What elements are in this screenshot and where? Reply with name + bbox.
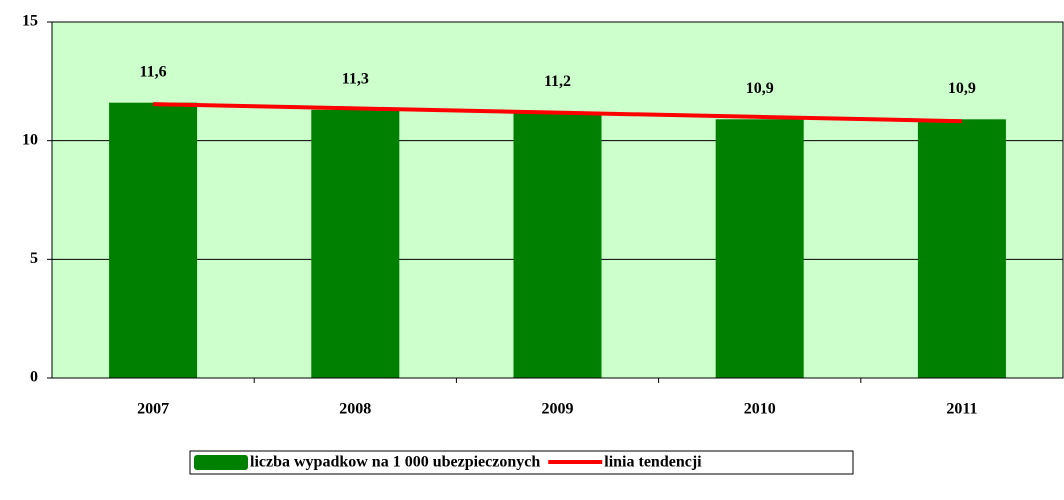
data-label: 10,9 — [746, 80, 774, 97]
trend-line — [153, 102, 962, 124]
x-tick-label: 2010 — [744, 401, 776, 418]
data-label: 11,3 — [342, 70, 369, 87]
x-tick-label: 2008 — [339, 401, 371, 418]
x-tick-label: 2011 — [946, 401, 977, 418]
bar — [715, 119, 804, 378]
data-label: 11,6 — [140, 63, 167, 80]
x-tick-label: 2009 — [542, 401, 574, 418]
y-tick-label: 15 — [22, 13, 38, 30]
legend-box — [189, 450, 854, 475]
y-tick-label: 0 — [30, 369, 38, 386]
data-label: 10,9 — [948, 80, 976, 97]
bar — [109, 102, 198, 379]
bar — [311, 109, 400, 379]
legend-label: linia tendencji — [604, 454, 702, 471]
legend-swatch — [194, 455, 248, 470]
bar — [917, 119, 1006, 378]
bar — [513, 112, 602, 378]
x-tick-label: 2007 — [137, 401, 169, 418]
y-tick-label: 10 — [22, 131, 38, 148]
legend-label: liczba wypadkow na 1 000 ubezpieczonych — [250, 454, 540, 471]
y-tick-label: 5 — [30, 250, 38, 267]
data-label: 11,2 — [544, 73, 571, 90]
